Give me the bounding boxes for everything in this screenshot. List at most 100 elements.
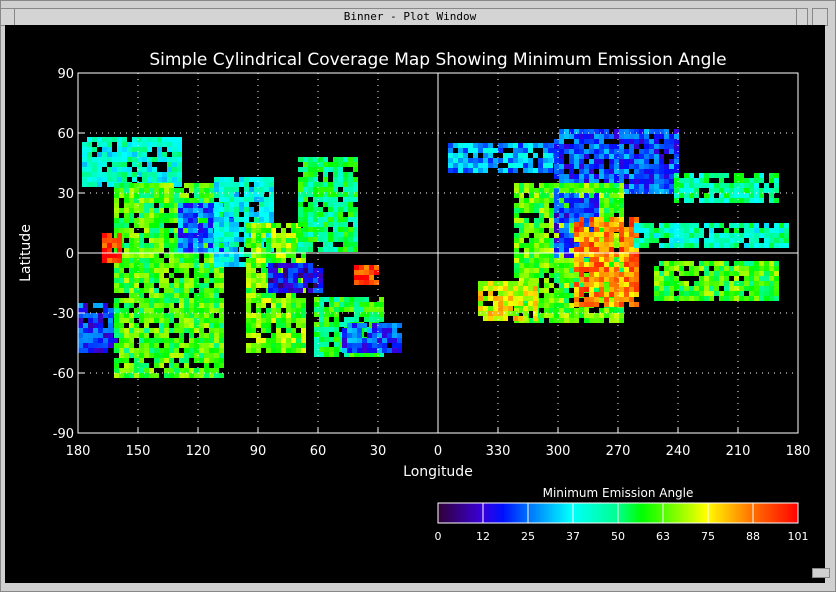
coverage-cell <box>319 347 324 352</box>
colorbar-swatch <box>532 503 535 523</box>
coverage-cell <box>204 348 209 353</box>
coverage-cell <box>549 243 554 248</box>
coverage-cell <box>114 318 119 323</box>
coverage-cell <box>333 207 338 212</box>
coverage-cell <box>679 183 684 188</box>
coverage-cell <box>554 149 559 154</box>
coverage-cell <box>599 164 604 169</box>
coverage-cell <box>779 223 784 228</box>
coverage-cell <box>199 353 204 358</box>
coverage-cell <box>508 306 513 311</box>
coverage-cell <box>144 228 149 233</box>
coverage-cell <box>784 233 789 238</box>
title-bar[interactable]: Binner - Plot Window <box>14 8 806 26</box>
coverage-cell <box>349 352 354 357</box>
coverage-cell <box>87 177 92 182</box>
coverage-cell <box>634 292 639 297</box>
coverage-cell <box>169 303 174 308</box>
coverage-cell <box>102 253 107 258</box>
coverage-map-chart: Simple Cylindrical Coverage Map Showing … <box>18 50 810 543</box>
coverage-cell <box>164 318 169 323</box>
coverage-cell <box>179 338 184 343</box>
coverage-cell <box>256 228 261 233</box>
coverage-cell <box>139 328 144 333</box>
coverage-cell <box>169 338 174 343</box>
coverage-cell <box>124 263 129 268</box>
coverage-cell <box>208 208 213 213</box>
coverage-cell <box>149 218 154 223</box>
coverage-cell <box>142 167 147 172</box>
coverage-cell <box>164 218 169 223</box>
coverage-cell <box>208 218 213 223</box>
coverage-cell <box>644 169 649 174</box>
coverage-cell <box>189 373 194 378</box>
coverage-cell <box>184 343 189 348</box>
coverage-cell <box>189 298 194 303</box>
coverage-cell <box>664 174 669 179</box>
coverage-cell <box>699 173 704 178</box>
resize-handle[interactable] <box>812 568 830 578</box>
coverage-cell <box>754 238 759 243</box>
coverage-cell <box>249 187 254 192</box>
coverage-cell <box>269 217 274 222</box>
coverage-cell <box>117 147 122 152</box>
coverage-cell <box>188 248 193 253</box>
coverage-cell <box>244 192 249 197</box>
coverage-cell <box>114 358 119 363</box>
coverage-cell <box>209 268 214 273</box>
coverage-cell <box>624 134 629 139</box>
coverage-cell <box>764 223 769 228</box>
coverage-cell <box>624 292 629 297</box>
coverage-cell <box>609 134 614 139</box>
coverage-cell <box>169 308 174 313</box>
coverage-cell <box>234 207 239 212</box>
coverage-cell <box>709 296 714 301</box>
coverage-cell <box>609 174 614 179</box>
coverage-cell <box>679 178 684 183</box>
coverage-cell <box>219 268 224 273</box>
coverage-cell <box>224 252 229 257</box>
coverage-cell <box>208 248 213 253</box>
coverage-cell <box>194 343 199 348</box>
coverage-cell <box>589 222 594 227</box>
coverage-cell <box>619 134 624 139</box>
coverage-cell <box>184 298 189 303</box>
coverage-cell <box>539 248 544 253</box>
coverage-cell <box>174 263 179 268</box>
coverage-cell <box>271 308 276 313</box>
coverage-cell <box>579 139 584 144</box>
maximize-button[interactable] <box>812 8 828 26</box>
colorbar-swatch <box>648 503 651 523</box>
coverage-cell <box>142 147 147 152</box>
coverage-cell <box>179 323 184 328</box>
coverage-cell <box>314 342 319 347</box>
coverage-cell <box>208 233 213 238</box>
coverage-cell <box>124 218 129 223</box>
coverage-cell <box>584 308 589 313</box>
coverage-cell <box>759 173 764 178</box>
coverage-cell <box>744 286 749 291</box>
colorbar-swatch <box>712 503 715 523</box>
coverage-cell <box>324 317 329 322</box>
coverage-cell <box>194 293 199 298</box>
coverage-cell <box>303 237 308 242</box>
minimize-button[interactable] <box>796 8 808 26</box>
coverage-cell <box>107 248 112 253</box>
coverage-cell <box>729 238 734 243</box>
coverage-cell <box>114 333 119 338</box>
coverage-cell <box>364 317 369 322</box>
coverage-cell <box>164 298 169 303</box>
coverage-cell <box>704 183 709 188</box>
coverage-cell <box>271 333 276 338</box>
coverage-cell <box>534 278 539 283</box>
coverage-cell <box>301 308 306 313</box>
coverage-cell <box>266 243 271 248</box>
coverage-cell <box>189 343 194 348</box>
y-tick-label: 30 <box>57 187 74 202</box>
coverage-cell <box>543 143 548 148</box>
coverage-cell <box>298 167 303 172</box>
colorbar-swatch <box>780 503 783 523</box>
coverage-cell <box>579 308 584 313</box>
coverage-cell <box>256 308 261 313</box>
colorbar-swatch <box>700 503 703 523</box>
